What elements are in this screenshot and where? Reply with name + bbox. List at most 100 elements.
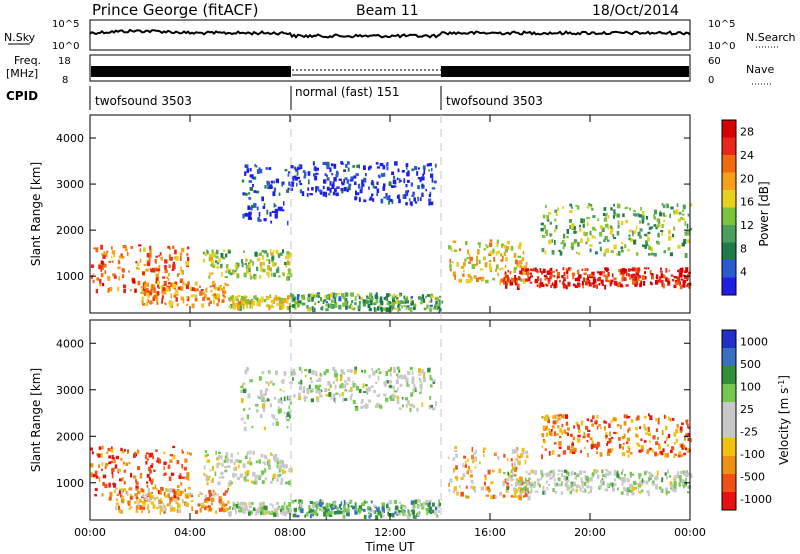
heatmap-cell bbox=[115, 505, 117, 511]
heatmap-cell bbox=[136, 449, 140, 454]
heatmap-cell bbox=[580, 477, 583, 483]
colorbar-tick-label: -25 bbox=[740, 425, 758, 438]
heatmap-cell bbox=[174, 281, 178, 285]
heatmap-cell bbox=[605, 275, 609, 279]
heatmap-cell bbox=[287, 269, 292, 272]
heatmap-cell bbox=[204, 450, 208, 453]
heatmap-cell bbox=[346, 161, 350, 165]
heatmap-cell bbox=[117, 266, 121, 270]
heatmap-cell bbox=[547, 428, 551, 431]
heatmap-cell bbox=[383, 172, 386, 177]
heatmap-cell bbox=[326, 174, 328, 177]
heatmap-cell bbox=[548, 483, 551, 486]
heatmap-cell bbox=[405, 397, 408, 401]
heatmap-cell bbox=[561, 414, 565, 419]
heatmap-cell bbox=[354, 384, 358, 388]
heatmap-cell bbox=[568, 219, 572, 223]
heatmap-cell bbox=[638, 491, 642, 494]
heatmap-cell bbox=[616, 282, 621, 288]
heatmap-cell bbox=[485, 486, 488, 491]
heatmap-cell bbox=[435, 301, 438, 305]
heatmap-cell bbox=[529, 272, 533, 275]
heatmap-cell bbox=[246, 452, 249, 456]
heatmap-cell bbox=[664, 414, 666, 419]
heatmap-cell bbox=[357, 183, 361, 189]
heatmap-cell bbox=[267, 274, 270, 278]
heatmap-cell bbox=[495, 251, 498, 256]
heatmap-cell bbox=[410, 403, 414, 408]
heatmap-cell bbox=[406, 514, 411, 520]
heatmap-cell bbox=[589, 244, 593, 247]
heatmap-cell bbox=[476, 262, 478, 266]
heatmap-cell bbox=[599, 225, 603, 229]
heatmap-cell bbox=[231, 295, 234, 300]
heatmap-cell bbox=[137, 466, 141, 471]
heatmap-cell bbox=[237, 295, 241, 298]
heatmap-cell bbox=[666, 476, 668, 480]
heatmap-cell bbox=[647, 231, 651, 235]
heatmap-cell bbox=[552, 415, 555, 420]
heatmap-cell bbox=[405, 190, 408, 195]
heatmap-cell bbox=[374, 294, 377, 298]
heatmap-cell bbox=[515, 495, 519, 498]
heatmap-cell bbox=[633, 213, 637, 216]
heatmap-cell bbox=[274, 262, 277, 266]
heatmap-cell bbox=[591, 472, 595, 476]
heatmap-cell bbox=[582, 436, 586, 439]
heatmap-cell bbox=[436, 307, 438, 311]
heatmap-cell bbox=[368, 399, 371, 403]
heatmap-cell bbox=[195, 294, 198, 298]
heatmap-cell bbox=[368, 374, 371, 379]
heatmap-cell bbox=[296, 167, 299, 171]
colorbar-frame bbox=[721, 329, 737, 511]
heatmap-cell bbox=[489, 242, 493, 247]
heatmap-cell bbox=[513, 253, 517, 258]
heatmap-cell bbox=[358, 505, 363, 509]
heatmap-cell bbox=[253, 295, 256, 300]
heatmap-cell bbox=[173, 494, 177, 499]
heatmap-cell bbox=[618, 437, 621, 441]
heatmap-cell bbox=[677, 454, 681, 458]
heatmap-cell bbox=[213, 286, 216, 289]
heatmap-cell bbox=[283, 501, 286, 505]
x-tick-label: 16:00 bbox=[474, 526, 506, 539]
heatmap-cell bbox=[680, 270, 684, 273]
heatmap-cell bbox=[522, 251, 525, 255]
heatmap-cell bbox=[361, 398, 364, 403]
heatmap-cell bbox=[484, 481, 486, 486]
heatmap-cell bbox=[221, 463, 224, 467]
heatmap-cell bbox=[338, 296, 342, 301]
heatmap-cell bbox=[177, 273, 179, 277]
nsearch-tick-low: 10^0 bbox=[708, 41, 735, 52]
heatmap-cell bbox=[640, 445, 644, 449]
heatmap-cell bbox=[287, 306, 290, 311]
heatmap-cell bbox=[137, 502, 140, 508]
heatmap-cell bbox=[492, 277, 496, 281]
heatmap-cell bbox=[119, 488, 123, 491]
heatmap-cell bbox=[311, 501, 313, 504]
heatmap-cell bbox=[224, 455, 228, 460]
heatmap-cell bbox=[284, 169, 288, 172]
heatmap-cell bbox=[398, 178, 401, 183]
heatmap-cell bbox=[164, 302, 167, 306]
heatmap-cell bbox=[667, 277, 670, 281]
heatmap-cell bbox=[612, 487, 615, 492]
heatmap-cell bbox=[368, 198, 372, 201]
heatmap-cell bbox=[655, 453, 659, 456]
heatmap-cell bbox=[507, 269, 510, 273]
heatmap-cell bbox=[261, 196, 264, 202]
heatmap-cell bbox=[361, 370, 364, 373]
heatmap-cell bbox=[573, 425, 575, 429]
heatmap-cell bbox=[171, 507, 174, 512]
cpid-segment-2: normal (fast) 151 bbox=[295, 85, 399, 99]
heatmap-cell bbox=[536, 269, 539, 273]
heatmap-cell bbox=[97, 453, 101, 458]
heatmap-cell bbox=[332, 393, 336, 398]
cpid-label: CPID bbox=[6, 89, 38, 103]
heatmap-cell bbox=[250, 275, 253, 280]
heatmap-cell bbox=[557, 473, 560, 476]
heatmap-cell bbox=[265, 258, 270, 262]
heatmap-cell bbox=[414, 166, 418, 171]
heatmap-cell bbox=[163, 491, 166, 497]
heatmap-cell bbox=[386, 293, 390, 297]
